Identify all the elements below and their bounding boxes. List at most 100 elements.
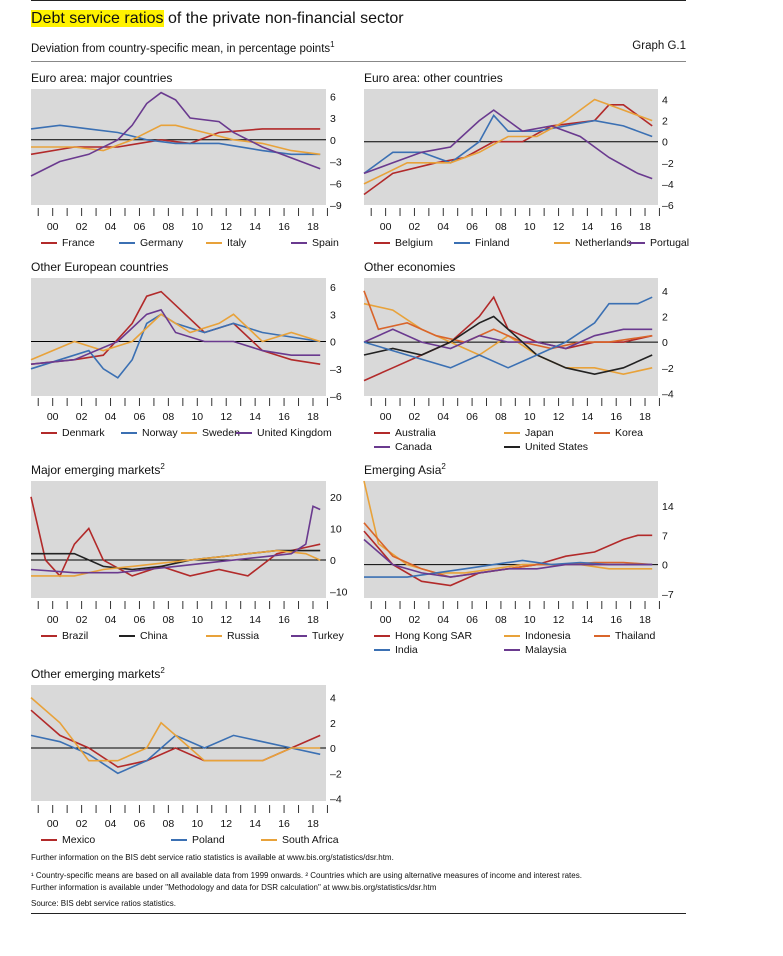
chart-title: Major emerging markets2 bbox=[31, 462, 165, 477]
x-tick-label: 14 bbox=[582, 411, 594, 423]
legend-swatch bbox=[181, 432, 197, 434]
footnote-further-text: Further information on the BIS debt serv… bbox=[31, 853, 288, 862]
x-tick-label: 18 bbox=[639, 221, 651, 233]
x-tick-label: 18 bbox=[307, 221, 319, 233]
x-tick-label: 02 bbox=[76, 818, 88, 830]
legend-swatch bbox=[374, 446, 390, 448]
footnote-1: ¹ Country-specific means are based on al… bbox=[31, 871, 582, 880]
series-line-netherlands bbox=[363, 98, 653, 185]
chart-title-footnote-mark: 2 bbox=[160, 666, 165, 675]
legend-label: China bbox=[140, 630, 168, 642]
series-line-sweden bbox=[30, 313, 321, 361]
x-tick-label: 14 bbox=[249, 411, 261, 423]
legend-swatch bbox=[554, 242, 570, 244]
footnote-link-2[interactable]: www.bis.org/statistics/dsr.htm bbox=[331, 883, 437, 892]
legend-item-china: China bbox=[119, 629, 167, 643]
x-tick-label: 14 bbox=[249, 221, 261, 233]
y-tick-label: 14 bbox=[662, 501, 674, 513]
y-tick-label: 10 bbox=[330, 523, 342, 535]
legend-item-hong-kong-sar: Hong Kong SAR bbox=[374, 629, 472, 643]
x-tick-label: 04 bbox=[437, 221, 449, 233]
x-tick-label: 10 bbox=[191, 614, 203, 626]
chart-p5: 20 10 0 –10 00 02 04 06 08 10 12 14 16 18 bbox=[30, 481, 348, 626]
y-tick-label: –4 bbox=[330, 793, 342, 805]
x-tick-label: 18 bbox=[307, 818, 319, 830]
page-title: Debt service ratios of the private non-f… bbox=[31, 10, 404, 28]
x-tick-label: 10 bbox=[191, 411, 203, 423]
x-tick-label: 16 bbox=[610, 221, 622, 233]
legend-label: Spain bbox=[312, 237, 339, 249]
legend-swatch bbox=[291, 635, 307, 637]
y-tick-label: 20 bbox=[330, 492, 342, 504]
legend-swatch bbox=[291, 242, 307, 244]
x-tick-label: 04 bbox=[105, 221, 117, 233]
series-line-canada bbox=[363, 328, 653, 350]
y-tick-label: 3 bbox=[330, 113, 336, 125]
title-rest: of the private non-financial sector bbox=[163, 10, 404, 27]
series-line-brazil bbox=[30, 496, 321, 578]
footnote-2: Further information is available under "… bbox=[31, 883, 436, 892]
legend-item-japan: Japan bbox=[504, 426, 554, 440]
x-tick-label: 02 bbox=[76, 411, 88, 423]
x-tick-label: 14 bbox=[582, 221, 594, 233]
legend-swatch bbox=[629, 242, 645, 244]
legend-item-finland: Finland bbox=[454, 236, 509, 250]
x-tick-label: 08 bbox=[495, 411, 507, 423]
x-tick-label: 10 bbox=[191, 818, 203, 830]
x-tick-label: 08 bbox=[163, 614, 175, 626]
series-line-united-kingdom bbox=[30, 308, 321, 365]
x-tick-label: 00 bbox=[47, 614, 59, 626]
x-tick-label: 02 bbox=[76, 221, 88, 233]
top-rule bbox=[31, 0, 686, 1]
legend-swatch bbox=[41, 432, 57, 434]
y-tick-label: 2 bbox=[330, 718, 336, 730]
legend-label: Turkey bbox=[312, 630, 344, 642]
legend-swatch bbox=[454, 242, 470, 244]
legend-item-korea: Korea bbox=[594, 426, 643, 440]
legend-item-brazil: Brazil bbox=[41, 629, 88, 643]
legend-item-france: France bbox=[41, 236, 95, 250]
legend-swatch bbox=[206, 635, 222, 637]
legend-label: South Africa bbox=[282, 834, 339, 846]
y-tick-label: 6 bbox=[330, 282, 336, 294]
legend-swatch bbox=[41, 839, 57, 841]
x-tick-label: 06 bbox=[134, 411, 146, 423]
subtitle-footnote-mark: 1 bbox=[330, 40, 335, 49]
chart-title: Other emerging markets2 bbox=[31, 666, 165, 681]
x-tick-label: 18 bbox=[307, 614, 319, 626]
plot-area bbox=[31, 685, 326, 801]
x-tick-label: 08 bbox=[163, 411, 175, 423]
bottom-rule bbox=[31, 913, 686, 914]
legend-swatch bbox=[119, 242, 135, 244]
x-tick-label: 00 bbox=[380, 411, 392, 423]
legend-label: Norway bbox=[142, 427, 178, 439]
chart-p4: 4 2 0 –2 –4 00 02 04 06 08 10 12 14 16 18 bbox=[363, 278, 674, 423]
legend-label: Russia bbox=[227, 630, 260, 642]
legend-label: United Kingdom bbox=[257, 427, 332, 439]
x-tick-label: 16 bbox=[278, 614, 290, 626]
footnote-link-1[interactable]: www.bis.org/statistics/dsr.htm bbox=[287, 853, 392, 862]
legend-swatch bbox=[374, 432, 390, 434]
x-tick-label: 12 bbox=[220, 818, 232, 830]
series-line-finland bbox=[363, 114, 653, 175]
chart-title-footnote-mark: 2 bbox=[441, 462, 446, 471]
subtitle-text: Deviation from country-specific mean, in… bbox=[31, 42, 331, 55]
x-tick-label: 06 bbox=[134, 614, 146, 626]
series-line-italy bbox=[31, 124, 321, 156]
x-tick-label: 04 bbox=[105, 614, 117, 626]
x-tick-label: 06 bbox=[466, 221, 478, 233]
legend-item-indonesia: Indonesia bbox=[504, 629, 571, 643]
x-tick-label: 06 bbox=[466, 614, 478, 626]
legend-swatch bbox=[236, 432, 252, 434]
legend-label: Brazil bbox=[62, 630, 89, 642]
x-tick-label: 00 bbox=[380, 221, 392, 233]
x-tick-label: 04 bbox=[437, 411, 449, 423]
chart-title: Emerging Asia2 bbox=[364, 462, 446, 477]
legend-label: Malaysia bbox=[525, 644, 567, 656]
series-line-india bbox=[364, 559, 653, 578]
y-tick-label: –10 bbox=[330, 587, 348, 599]
x-tick-label: 10 bbox=[524, 614, 536, 626]
y-tick-label: –2 bbox=[330, 768, 342, 780]
x-tick-label: 12 bbox=[220, 614, 232, 626]
y-tick-label: 7 bbox=[662, 530, 668, 542]
